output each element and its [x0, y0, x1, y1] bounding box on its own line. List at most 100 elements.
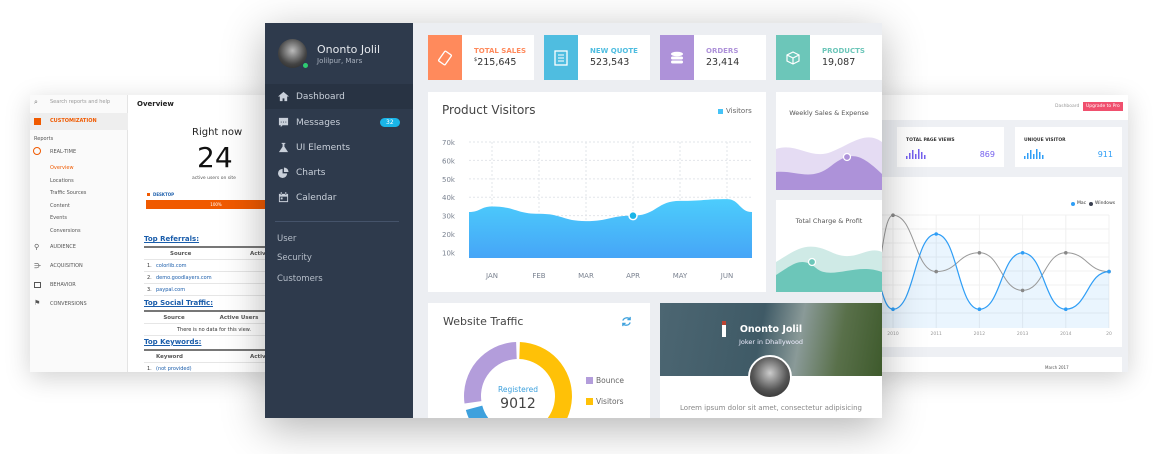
dashboard-window: Ononto Jolil Jolilpur, Mars Dashboard Me…: [265, 23, 882, 418]
acquisition-icon: ⋺: [34, 262, 41, 270]
data-point: [807, 257, 817, 267]
x-tick-label: 2010: [887, 331, 899, 337]
table-row: 1. colorlib.com: [144, 260, 275, 272]
stat-card-total-sales: TOTAL SALES $215,645: [428, 35, 534, 80]
windows-point: [891, 213, 895, 217]
y-tick-label: 30k: [442, 213, 456, 221]
bounce-segment: [464, 342, 517, 404]
profile-avatar[interactable]: [748, 355, 792, 399]
customization-item[interactable]: CUSTOMIZATION: [30, 113, 128, 130]
top-bar: Dashboard Upgrade to Pro: [870, 95, 1128, 120]
referral-link[interactable]: paypal.com: [156, 286, 186, 293]
referral-link[interactable]: colorlib.com: [156, 262, 187, 269]
stat-card-page-views: TOTAL PAGE VIEWS 869: [897, 127, 1004, 167]
sidebar-link-security[interactable]: Security: [277, 253, 312, 263]
calendar-icon: [278, 192, 289, 203]
windows-point: [934, 269, 938, 274]
sidebar-item-ui-elements[interactable]: UI Elements: [265, 135, 413, 160]
realtime-conversions[interactable]: Conversions: [50, 228, 81, 234]
refresh-icon[interactable]: [621, 316, 632, 327]
profile-card: Ononto Jolil Joker in Dhallywood Lorem i…: [660, 303, 882, 418]
new-quote-value: 523,543: [590, 57, 630, 68]
total-charge-card: Total Charge & Profit: [776, 200, 882, 292]
stat-card-unique-visitor: UNIQUE VISITOR 911: [1015, 127, 1122, 167]
realtime-content[interactable]: Content: [50, 203, 70, 209]
legend-dot-mac: [1071, 202, 1075, 206]
legend-swatch-bounce: [586, 377, 593, 384]
table-row: 1. (not provided): [144, 363, 275, 372]
social-table: Source Active Users There is no data for …: [144, 310, 275, 336]
realtime-traffic-sources[interactable]: Traffic Sources: [50, 190, 87, 196]
sparkline-bars: [1024, 149, 1044, 159]
empty-message: There is no data for this view.: [177, 326, 251, 333]
stat-card-new-quote: NEW QUOTE 523,543: [544, 35, 650, 80]
data-point: [628, 210, 638, 221]
conversions-item[interactable]: CONVERSIONS: [50, 301, 87, 307]
analytics-sidebar: ⌕ Search reports and help CUSTOMIZATION …: [30, 95, 128, 372]
keyword-link[interactable]: (not provided): [156, 365, 192, 372]
card-title: Product Visitors: [442, 103, 536, 117]
search-input[interactable]: Search reports and help: [50, 99, 111, 105]
total-sales-value: 215,645: [477, 57, 517, 69]
breadcrumb[interactable]: Dashboard: [1055, 104, 1080, 109]
upgrade-button[interactable]: Upgrade to Pro: [1083, 102, 1123, 111]
x-tick-label: APR: [626, 272, 640, 280]
audience-item[interactable]: AUDIENCE: [50, 244, 76, 250]
message-icon: [278, 117, 289, 128]
y-tick-label: 10k: [442, 249, 456, 257]
behavior-item[interactable]: BEHAVIOR: [50, 282, 76, 288]
x-tick-label: MAY: [673, 272, 688, 280]
card-title: Website Traffic: [443, 315, 524, 328]
page-title: Overview: [137, 100, 174, 108]
online-status-dot: [302, 62, 309, 69]
mac-point: [1064, 307, 1068, 311]
realtime-locations[interactable]: Locations: [50, 178, 74, 184]
home-icon: [278, 91, 289, 102]
flag-icon: ⚑: [34, 299, 41, 307]
acquisition-item[interactable]: ACQUISITION: [50, 263, 83, 269]
x-tick-label: JAN: [485, 272, 498, 280]
messages-badge: 32: [380, 118, 400, 127]
realtime-overview[interactable]: Overview: [50, 165, 74, 171]
windows-point: [1020, 288, 1025, 293]
x-tick-label: 2011: [930, 331, 942, 337]
website-traffic-card: Website Traffic Registered 9012 Bounce V…: [428, 303, 650, 418]
sidebar-link-customers[interactable]: Customers: [277, 274, 323, 284]
visitors-segment: [519, 342, 572, 418]
divider: [275, 221, 399, 222]
ticket-icon: [428, 35, 462, 80]
data-point: [842, 152, 852, 162]
mac-point: [891, 307, 895, 311]
stat-card-products: PRODUCTS 19,087: [776, 35, 882, 80]
y-tick-label: 60k: [442, 157, 456, 165]
sidebar-link-user[interactable]: User: [277, 234, 297, 244]
person-icon: ⚲: [34, 243, 40, 251]
flask-icon: [278, 142, 289, 153]
windows-point: [977, 251, 982, 255]
search-icon[interactable]: ⌕: [34, 98, 38, 106]
product-visitors-card: Product Visitors Visitors 70k 60k 50k 40k 30…: [428, 92, 766, 292]
total-charge-wave-chart: [776, 246, 882, 292]
x-tick-label: 2014: [1060, 331, 1072, 337]
mac-point: [977, 307, 982, 311]
table-row: 2. demo.goodlayers.com: [144, 272, 275, 284]
x-tick-label: 2013: [1017, 331, 1029, 337]
user-location: Jolilpur, Mars: [317, 57, 363, 65]
mac-point: [1020, 251, 1025, 255]
weekly-sales-card: Weekly Sales & Expense: [776, 92, 882, 190]
weekly-sales-wave-chart: [776, 137, 882, 190]
x-tick-label: 20: [1106, 331, 1112, 337]
visitors-area: [469, 199, 752, 258]
sidebar-item-dashboard[interactable]: Dashboard: [265, 84, 413, 109]
sidebar-item-charts[interactable]: Charts: [265, 160, 413, 185]
traffic-donut-chart: [464, 342, 572, 418]
cube-icon: [776, 35, 810, 80]
referral-link[interactable]: demo.goodlayers.com: [156, 274, 212, 281]
registered-value: 9012: [500, 396, 536, 412]
sidebar-item-calendar[interactable]: Calendar: [265, 185, 413, 210]
sidebar-item-messages[interactable]: Messages 32: [265, 110, 413, 135]
y-tick-label: 50k: [442, 176, 456, 184]
sparkline-bars: [906, 149, 926, 159]
realtime-item[interactable]: REAL-TIME: [50, 149, 77, 155]
realtime-events[interactable]: Events: [50, 215, 67, 221]
